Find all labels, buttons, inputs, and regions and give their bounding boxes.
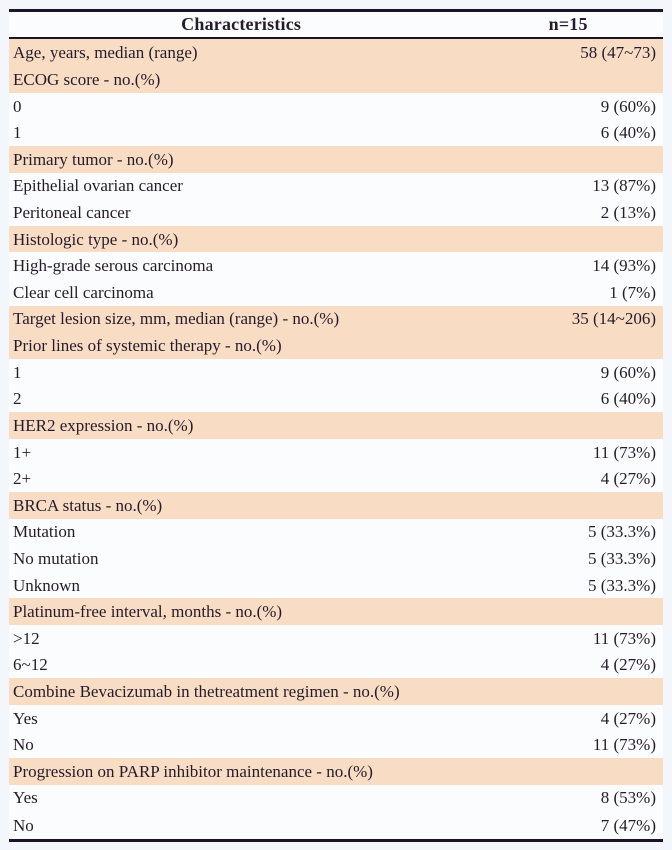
characteristic-cell: 1 [13,123,22,143]
table-row: 1+ 11 (73%) [9,439,663,466]
characteristic-cell: Clear cell carcinoma [13,282,154,302]
value-cell: 4 (27%) [600,469,656,489]
value-cell: 6 (40%) [600,123,656,143]
table-row: 2 6 (40%) [9,385,663,412]
characteristic-cell: 2+ [13,469,32,489]
characteristic-cell: Target lesion size, mm, median (range) -… [9,305,474,333]
value-cell [473,332,663,359]
characteristic-cell: Epithelial ovarian cancer [13,176,183,196]
value-cell: 4 (27%) [600,655,656,675]
characteristic-cell: Histologic type - no.(%) [9,225,474,253]
characteristic-cell: >12 [13,628,40,648]
value-cell [473,491,663,519]
table-row: Progression on PARP inhibitor maintenanc… [9,758,663,785]
table-row: Clear cell carcinoma 1 (7%) [9,279,663,306]
value-cell: 5 (33.3%) [588,548,656,568]
value-cell [473,598,663,625]
table-body: Age, years, median (range) 58 (47~73) ECOG… [9,38,663,841]
table-row: Age, years, median (range) 58 (47~73) [9,38,663,67]
value-cell: 2 (13%) [600,203,656,223]
value-cell: 35 (14~206) [473,305,663,333]
characteristic-cell: Primary tumor - no.(%) [9,146,474,173]
table-row: Histologic type - no.(%) [9,225,663,253]
table-row: >12 11 (73%) [9,625,663,652]
characteristic-cell: High-grade serous carcinoma [13,256,214,276]
characteristic-cell: Progression on PARP inhibitor maintenanc… [9,758,474,785]
value-cell: 14 (93%) [592,256,656,276]
table-row: Epithelial ovarian cancer 13 (87%) [9,173,663,200]
characteristic-cell: 1+ [13,442,32,462]
characteristic-cell: Yes [13,708,38,728]
value-cell [473,678,663,705]
characteristic-cell: No mutation [13,548,99,568]
table-row: Peritoneal cancer 2 (13%) [9,199,663,226]
table-row: No 11 (73%) [9,731,663,758]
table-row: Platinum-free interval, months - no.(%) [9,598,663,625]
table-row: Mutation 5 (33.3%) [9,519,663,546]
characteristic-cell: 6~12 [13,655,48,675]
table-row: HER2 expression - no.(%) [9,412,663,439]
characteristic-cell: BRCA status - no.(%) [9,491,474,519]
characteristic-cell: Unknown [13,575,81,595]
value-cell: 5 (33.3%) [588,575,656,595]
value-cell: 7 (47%) [600,815,656,835]
table-row: Yes 8 (53%) [9,785,663,812]
table-row: No 7 (47%) [9,811,663,840]
characteristic-cell: Yes [13,788,38,808]
table-row: 6~12 4 (27%) [9,652,663,679]
value-cell: 11 (73%) [592,735,656,755]
characteristic-cell: 2 [13,389,22,409]
table-row: 2+ 4 (27%) [9,465,663,492]
table-row: 1 9 (60%) [9,359,663,386]
characteristic-cell: Peritoneal cancer [13,203,131,223]
table-row: Prior lines of systemic therapy - no.(%) [9,332,663,359]
value-cell [473,225,663,253]
value-cell: 58 (47~73) [473,38,663,67]
characteristic-cell: Platinum-free interval, months - no.(%) [9,598,474,625]
value-cell: 13 (87%) [592,176,656,196]
table-row: BRCA status - no.(%) [9,491,663,519]
table-row: 1 6 (40%) [9,119,663,146]
characteristic-cell: 1 [13,362,22,382]
table-row: Combine Bevacizumab in thetreatment regi… [9,678,663,705]
value-cell [473,66,663,93]
characteristic-cell: Age, years, median (range) [9,38,474,67]
characteristic-cell: Prior lines of systemic therapy - no.(%) [9,332,474,359]
table-row: Unknown 5 (33.3%) [9,572,663,599]
value-cell [473,412,663,439]
value-cell: 6 (40%) [600,389,656,409]
value-cell [473,758,663,785]
characteristic-cell: 0 [13,96,22,116]
characteristic-cell: No [13,735,34,755]
value-cell: 1 (7%) [609,282,656,302]
value-cell: 9 (60%) [600,362,656,382]
characteristic-cell: ECOG score - no.(%) [9,66,474,93]
table-row: High-grade serous carcinoma 14 (93%) [9,252,663,279]
table-row: Target lesion size, mm, median (range) -… [9,305,663,333]
table-row: Yes 4 (27%) [9,705,663,732]
value-cell [473,146,663,173]
table-row: 0 9 (60%) [9,93,663,120]
header-row: Characteristics n=15 [9,10,663,39]
value-cell: 4 (27%) [600,708,656,728]
table-header: Characteristics n=15 [9,10,663,39]
value-cell: 8 (53%) [600,788,656,808]
value-cell: 9 (60%) [600,96,656,116]
table-row: No mutation 5 (33.3%) [9,545,663,572]
characteristic-cell: Combine Bevacizumab in thetreatment regi… [9,678,474,705]
value-cell: 5 (33.3%) [588,522,656,542]
value-cell: 11 (73%) [592,628,656,648]
column-header-characteristics: Characteristics [9,10,474,39]
column-header-n: n=15 [473,10,663,39]
value-cell: 11 (73%) [592,442,656,462]
characteristic-cell: HER2 expression - no.(%) [9,412,474,439]
characteristic-cell: No [13,815,34,835]
table-row: Primary tumor - no.(%) [9,146,663,173]
table-row: ECOG score - no.(%) [9,66,663,93]
patient-characteristics-table: Characteristics n=15 Age, years, median … [9,9,663,842]
characteristic-cell: Mutation [13,522,76,542]
